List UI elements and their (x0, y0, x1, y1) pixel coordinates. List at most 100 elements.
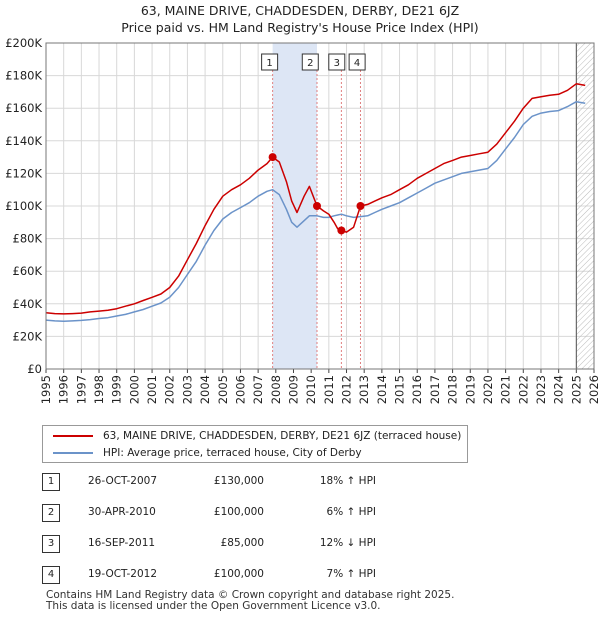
series-lines (45, 83, 586, 322)
x-tick-label: 2014 (375, 375, 389, 404)
x-tick-label: 1995 (39, 375, 53, 404)
y-tick-label: £0 (27, 362, 42, 376)
x-tick-label: 2002 (163, 375, 177, 404)
hpi-line (45, 100, 586, 322)
sale-labels: 1 2 3 4 (261, 53, 366, 71)
title-line-1: 63, MAINE DRIVE, CHADDESDEN, DERBY, DE21… (140, 3, 460, 18)
sale-point (268, 153, 277, 162)
sale-point (312, 202, 321, 210)
x-tick-label: 2019 (463, 375, 477, 404)
x-tick-label: 1998 (92, 375, 106, 404)
sale-label-box (301, 53, 319, 71)
x-tick-label: 2003 (180, 375, 194, 404)
x-tick-label: 2011 (322, 375, 336, 404)
price-chart: 1 2 3 4 £0 £20K £40K £60K £80K £100K £120K £140K £1… (5, 36, 600, 404)
x-tick-label: 2004 (198, 375, 212, 404)
sale-points (268, 153, 365, 235)
x-tick-label: 2021 (499, 375, 513, 404)
legend-label-property: 63, MAINE DRIVE, CHADDESDEN, DERBY, DE21… (103, 430, 462, 442)
y-tick-label: £40K (13, 297, 43, 311)
x-tick-label: 1999 (110, 375, 124, 404)
property-price-line (45, 83, 586, 315)
row-price: £100,000 (213, 506, 264, 518)
x-tick-label: 2010 (304, 375, 318, 404)
x-tick-label: 2016 (410, 375, 424, 404)
row-price: £100,000 (213, 568, 264, 580)
sale-label-box (328, 53, 346, 71)
y-tick-label: £120K (5, 166, 42, 180)
chart-title: 63, MAINE DRIVE, CHADDESDEN, DERBY, DE21… (0, 2, 600, 36)
footer-line-1: Contains HM Land Registry data © Crown c… (46, 589, 455, 601)
row-number-badge: 4 (42, 566, 60, 584)
title-line-2: Price paid vs. HM Land Registry's House … (121, 20, 479, 35)
sale-label-number: 2 (307, 58, 313, 69)
x-tick-label: 2009 (286, 375, 300, 404)
row-number-badge: 2 (42, 504, 60, 522)
legend-swatch-property (53, 435, 93, 437)
x-tick-label: 2017 (428, 375, 442, 404)
sale-point (337, 226, 346, 235)
x-tick-label: 2001 (145, 375, 159, 404)
forecast-hatch (575, 43, 594, 369)
row-price: £85,000 (220, 537, 264, 549)
x-tick-label: 2000 (127, 375, 141, 404)
sale-label-number: 3 (334, 58, 340, 69)
x-tick-label: 2005 (216, 375, 230, 404)
legend-item-property: 63, MAINE DRIVE, CHADDESDEN, DERBY, DE21… (53, 428, 461, 444)
legend-item-hpi: HPI: Average price, terraced house, City… (53, 445, 362, 461)
x-tick-label: 2012 (340, 375, 354, 404)
footer-notice: Contains HM Land Registry data © Crown c… (46, 590, 454, 612)
sale-label-number: 4 (354, 58, 360, 69)
y-tick-label: £20K (13, 329, 43, 343)
table-row: 2 30-APR-2010 £100,000 6% ↑ HPI (42, 503, 522, 523)
row-price: £130,000 (213, 475, 264, 487)
sale-point (356, 202, 365, 210)
x-tick-label: 1996 (57, 375, 71, 404)
y-tick-label: £100K (5, 199, 42, 213)
x-tick-label: 2026 (587, 375, 600, 404)
row-date: 19-OCT-2012 (88, 568, 157, 580)
highlight-band (272, 43, 317, 369)
legend-label-hpi: HPI: Average price, terraced house, City… (103, 447, 362, 459)
y-tick-label: £80K (13, 232, 43, 246)
row-date: 30-APR-2010 (88, 506, 156, 518)
sale-label-box (348, 53, 366, 71)
y-tick-label: £60K (13, 264, 43, 278)
y-tick-label: £180K (5, 69, 42, 83)
row-hpi: 7% ↑ HPI (326, 568, 376, 580)
sale-marker-lines (272, 70, 361, 369)
row-date: 16-SEP-2011 (88, 537, 156, 549)
y-tick-label: £140K (5, 134, 42, 148)
x-tick-label: 2007 (251, 375, 265, 404)
x-tick-label: 2006 (233, 375, 247, 404)
x-tick-label: 2008 (269, 375, 283, 404)
legend: 63, MAINE DRIVE, CHADDESDEN, DERBY, DE21… (42, 425, 468, 463)
row-hpi: 6% ↑ HPI (326, 506, 376, 518)
footer-line-2: This data is licensed under the Open Gov… (46, 600, 381, 612)
highlight-band-rect (272, 43, 317, 369)
y-tick-label: £200K (5, 36, 42, 50)
row-number-badge: 3 (42, 535, 60, 553)
row-date: 26-OCT-2007 (88, 475, 157, 487)
x-tick-label: 2013 (357, 375, 371, 404)
table-row: 1 26-OCT-2007 £130,000 18% ↑ HPI (42, 472, 522, 492)
row-hpi: 12% ↓ HPI (319, 537, 376, 549)
forecast-hatch-rect (576, 43, 594, 369)
axes: £0 £20K £40K £60K £80K £100K £120K £140K £160K £1… (5, 36, 600, 404)
sale-label-box (261, 53, 279, 71)
row-hpi: 18% ↑ HPI (319, 475, 376, 487)
x-tick-label: 2025 (569, 375, 583, 404)
table-row: 3 16-SEP-2011 £85,000 12% ↓ HPI (42, 534, 522, 554)
y-tick-label: £160K (5, 101, 42, 115)
x-tick-label: 2024 (552, 375, 566, 404)
legend-swatch-hpi (53, 452, 93, 454)
row-number-badge: 1 (42, 473, 60, 491)
plot-frame (45, 42, 595, 370)
sale-label-number: 1 (266, 58, 272, 69)
x-tick-label: 2015 (393, 375, 407, 404)
x-tick-label: 1997 (74, 375, 88, 404)
table-row: 4 19-OCT-2012 £100,000 7% ↑ HPI (42, 565, 522, 585)
x-tick-label: 2022 (516, 375, 530, 404)
x-tick-label: 2020 (481, 375, 495, 404)
x-tick-label: 2023 (534, 375, 548, 404)
